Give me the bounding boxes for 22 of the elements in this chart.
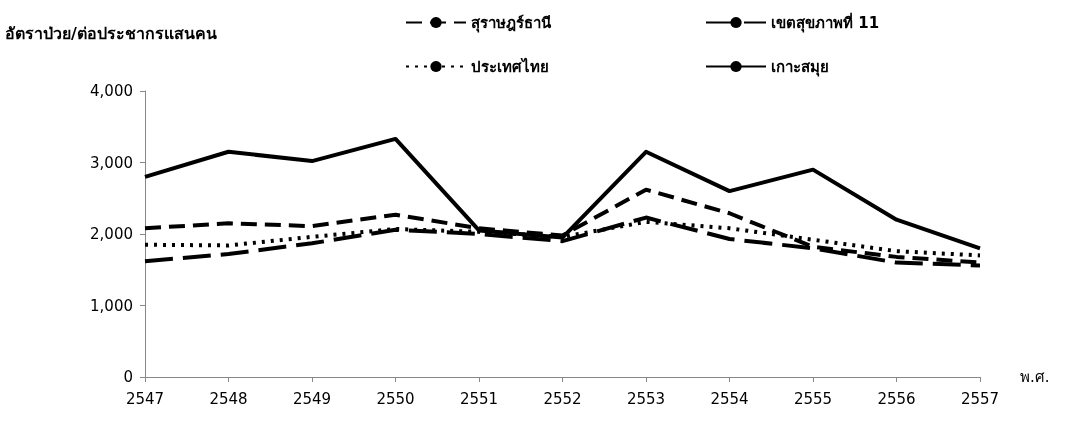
x-tick-label: 2557 [960, 389, 1000, 408]
legend-label: สุราษฎร์ธานี [471, 13, 552, 33]
x-tick-label: 2549 [292, 389, 332, 408]
x-tick-label: 2556 [877, 389, 916, 408]
y-tick-label: 0 [123, 368, 133, 386]
y-tick-label: 1,000 [90, 296, 133, 315]
legend-label: เกาะสมุย [771, 57, 829, 77]
y-tick-label: 4,000 [90, 82, 133, 100]
y-axis-title: อัตราป่วย/ต่อประชากรแสนคน [5, 23, 217, 43]
x-tick-label: 2552 [543, 389, 582, 408]
x-tick-label: 2553 [626, 389, 666, 408]
x-tick-label: 2554 [710, 389, 749, 408]
y-tick-label: 2,000 [90, 225, 133, 243]
x-tick-label: 2551 [459, 389, 499, 408]
x-tick-label: 2550 [376, 389, 415, 408]
legend-label: เขตสุขภาพที่ 11 [771, 11, 880, 33]
x-axis-title: พ.ศ. [1020, 368, 1050, 386]
x-tick-label: 2555 [793, 389, 833, 408]
x-tick-label: 2547 [125, 389, 165, 408]
legend-label: ประเทศไทย [471, 56, 549, 76]
x-tick-label: 2548 [209, 389, 248, 408]
y-tick-label: 3,000 [90, 153, 133, 172]
